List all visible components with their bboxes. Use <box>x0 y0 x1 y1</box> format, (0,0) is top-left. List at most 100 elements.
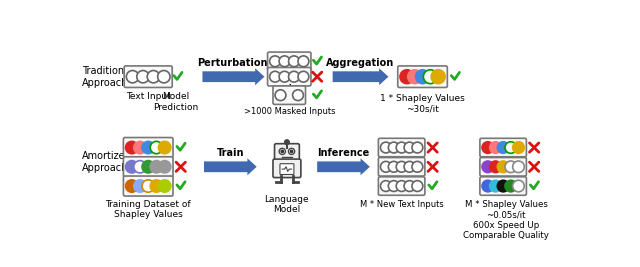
Circle shape <box>505 142 516 153</box>
Circle shape <box>415 70 429 84</box>
Circle shape <box>285 140 289 144</box>
Text: Traditional
Approach: Traditional Approach <box>83 66 133 88</box>
Circle shape <box>150 180 163 192</box>
FancyBboxPatch shape <box>480 158 527 176</box>
Circle shape <box>159 161 171 173</box>
FancyBboxPatch shape <box>480 177 527 195</box>
FancyBboxPatch shape <box>280 164 294 175</box>
FancyBboxPatch shape <box>124 138 173 158</box>
Circle shape <box>431 70 445 84</box>
Circle shape <box>404 181 415 191</box>
Circle shape <box>408 70 422 84</box>
Circle shape <box>380 142 391 153</box>
Circle shape <box>159 180 171 192</box>
Text: Text Input: Text Input <box>126 92 171 101</box>
Circle shape <box>126 70 139 83</box>
Circle shape <box>482 180 493 192</box>
Circle shape <box>412 161 423 172</box>
Circle shape <box>275 90 286 101</box>
FancyBboxPatch shape <box>124 157 173 177</box>
FancyBboxPatch shape <box>124 176 173 196</box>
Circle shape <box>134 180 146 192</box>
Circle shape <box>497 161 509 172</box>
Circle shape <box>396 181 407 191</box>
Text: Inference: Inference <box>317 148 370 158</box>
Text: Model
Prediction: Model Prediction <box>154 92 199 112</box>
FancyArrow shape <box>204 158 257 175</box>
Circle shape <box>513 142 524 153</box>
FancyBboxPatch shape <box>397 66 447 88</box>
Circle shape <box>291 150 292 152</box>
FancyBboxPatch shape <box>275 144 300 161</box>
Circle shape <box>289 148 294 155</box>
Circle shape <box>400 70 414 84</box>
Circle shape <box>125 142 138 154</box>
Circle shape <box>505 161 516 172</box>
Circle shape <box>279 56 290 67</box>
Circle shape <box>490 142 501 153</box>
Circle shape <box>412 181 423 191</box>
Circle shape <box>125 180 138 192</box>
FancyBboxPatch shape <box>124 66 172 88</box>
Circle shape <box>298 71 309 82</box>
FancyBboxPatch shape <box>273 86 305 104</box>
FancyBboxPatch shape <box>378 177 425 195</box>
Circle shape <box>269 71 280 82</box>
FancyArrow shape <box>317 158 370 175</box>
Circle shape <box>513 161 524 172</box>
Text: Perturbation: Perturbation <box>196 58 267 68</box>
Circle shape <box>281 150 284 152</box>
Text: M * New Text Inputs: M * New Text Inputs <box>360 200 444 209</box>
Circle shape <box>396 161 407 172</box>
Circle shape <box>147 70 159 83</box>
Circle shape <box>292 90 303 101</box>
Text: ⋮: ⋮ <box>283 83 296 96</box>
Circle shape <box>388 161 399 172</box>
FancyBboxPatch shape <box>480 138 527 157</box>
Circle shape <box>142 180 154 192</box>
Circle shape <box>404 142 415 153</box>
FancyBboxPatch shape <box>268 52 311 70</box>
Circle shape <box>505 180 516 192</box>
Text: 1 * Shapley Values
~30s/it: 1 * Shapley Values ~30s/it <box>380 94 465 113</box>
Circle shape <box>150 142 163 154</box>
Circle shape <box>380 181 391 191</box>
Text: Train: Train <box>216 148 244 158</box>
Text: M * Shapley Values
~0.05s/it
600x Speed Up
Comparable Quality: M * Shapley Values ~0.05s/it 600x Speed … <box>463 200 549 240</box>
Circle shape <box>289 71 300 82</box>
Circle shape <box>490 180 501 192</box>
Circle shape <box>482 161 493 172</box>
Circle shape <box>134 142 146 154</box>
Text: Aggregation: Aggregation <box>326 58 395 68</box>
Circle shape <box>482 142 493 153</box>
Text: Training Dataset of
Shapley Values: Training Dataset of Shapley Values <box>106 200 191 219</box>
Circle shape <box>142 142 154 154</box>
FancyBboxPatch shape <box>378 158 425 176</box>
Circle shape <box>497 180 509 192</box>
Circle shape <box>412 142 423 153</box>
Circle shape <box>497 142 509 153</box>
Circle shape <box>424 70 437 84</box>
Circle shape <box>490 161 501 172</box>
Circle shape <box>150 161 163 173</box>
Text: >1000 Masked Inputs: >1000 Masked Inputs <box>243 108 335 116</box>
Circle shape <box>279 71 290 82</box>
FancyArrow shape <box>202 68 264 85</box>
FancyBboxPatch shape <box>378 138 425 157</box>
Circle shape <box>404 161 415 172</box>
Circle shape <box>159 142 171 154</box>
FancyBboxPatch shape <box>268 68 311 86</box>
Circle shape <box>269 56 280 67</box>
FancyArrow shape <box>333 68 388 85</box>
Circle shape <box>279 148 285 155</box>
Circle shape <box>513 180 524 192</box>
Circle shape <box>388 142 399 153</box>
Text: Amortized
Approach: Amortized Approach <box>83 151 132 173</box>
Circle shape <box>125 161 138 173</box>
Circle shape <box>396 142 407 153</box>
Text: Language
Model: Language Model <box>264 195 309 214</box>
Circle shape <box>388 181 399 191</box>
Circle shape <box>134 161 146 173</box>
Circle shape <box>137 70 149 83</box>
Circle shape <box>142 161 154 173</box>
